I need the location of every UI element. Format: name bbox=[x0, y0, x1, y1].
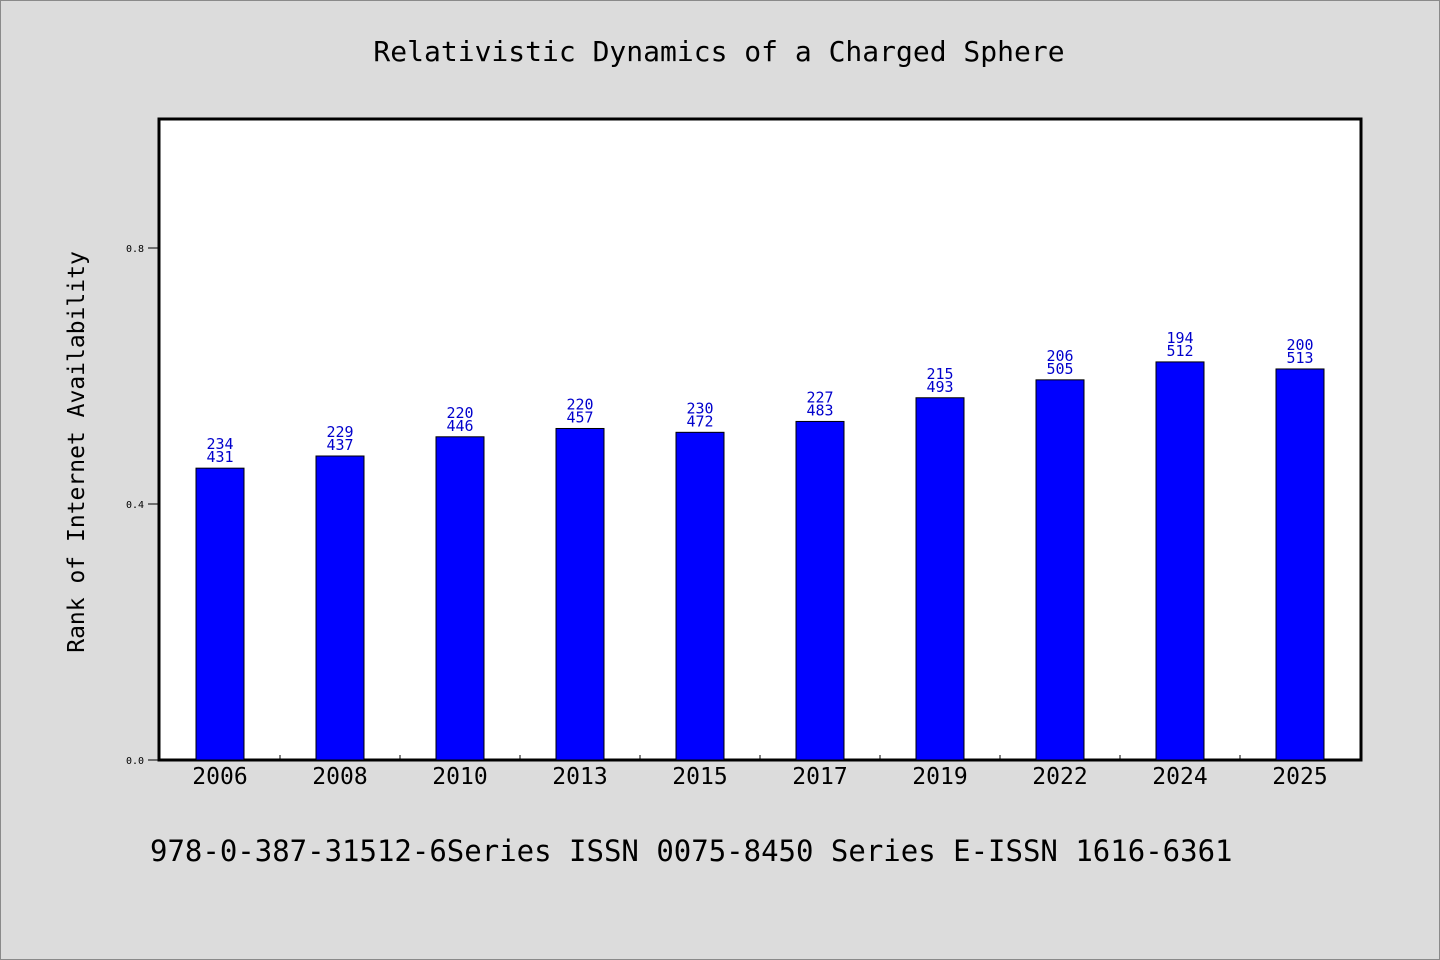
footer-note: 978-0-387-31512-6Series ISSN 0075-8450 S… bbox=[150, 834, 1233, 868]
bar-data-label: 229 bbox=[326, 423, 353, 441]
chart-title: Relativistic Dynamics of a Charged Spher… bbox=[373, 35, 1064, 68]
bar-data-label: 513 bbox=[1286, 349, 1313, 367]
x-tick-label: 2022 bbox=[1032, 764, 1087, 790]
x-tick-label: 2025 bbox=[1272, 764, 1327, 790]
bar-data-label: 457 bbox=[566, 408, 593, 426]
bar bbox=[315, 455, 365, 761]
bar-data-label: 220 bbox=[446, 404, 473, 422]
bar-data-label: 194 bbox=[1166, 329, 1193, 347]
bar bbox=[795, 420, 845, 761]
x-tick-label: 2015 bbox=[672, 764, 727, 790]
bar bbox=[675, 431, 725, 761]
x-axis: 2006 2008 2010 2013 2015 2017 2019 2022 2024 2025 bbox=[192, 755, 1328, 790]
bar bbox=[1035, 379, 1085, 761]
bar-data-label: 215 bbox=[926, 365, 953, 383]
x-tick-label: 2006 bbox=[192, 764, 247, 790]
y-tick-label: 0.0 bbox=[126, 756, 144, 767]
bar bbox=[1275, 368, 1325, 761]
bar bbox=[1155, 361, 1205, 761]
x-tick-label: 2010 bbox=[432, 764, 487, 790]
bar-data-label: 234 bbox=[206, 435, 233, 453]
bar-data-label: 206 bbox=[1046, 347, 1073, 365]
bar bbox=[555, 427, 605, 761]
bar-labels-group: 2344312294372204462204572304722274832154… bbox=[206, 329, 1313, 466]
bar-data-label: 512 bbox=[1166, 342, 1193, 360]
x-tick-label: 2024 bbox=[1152, 764, 1207, 790]
y-tick-label: 0.4 bbox=[126, 500, 144, 511]
bar-data-label: 446 bbox=[446, 417, 473, 435]
y-tick-label: 0.8 bbox=[126, 244, 144, 255]
bar-data-label: 431 bbox=[206, 448, 233, 466]
bar-data-label: 437 bbox=[326, 436, 353, 454]
bar bbox=[195, 467, 245, 761]
x-tick-label: 2019 bbox=[912, 764, 967, 790]
bar bbox=[435, 436, 485, 761]
y-axis-label: Rank of Internet Availability bbox=[64, 251, 90, 653]
bar-data-label: 483 bbox=[806, 401, 833, 419]
x-tick-label: 2017 bbox=[792, 764, 847, 790]
bar-data-label: 505 bbox=[1046, 360, 1073, 378]
y-axis: 0.0 0.4 0.8 bbox=[126, 244, 159, 767]
bar-data-label: 227 bbox=[806, 388, 833, 406]
bar-data-label: 220 bbox=[566, 395, 593, 413]
bars-group bbox=[195, 361, 1325, 761]
x-tick-label: 2008 bbox=[312, 764, 367, 790]
x-tick-label: 2013 bbox=[552, 764, 607, 790]
bar-data-label: 230 bbox=[686, 399, 713, 417]
bar-data-label: 472 bbox=[686, 412, 713, 430]
bar-data-label: 200 bbox=[1286, 336, 1313, 354]
bar-data-label: 493 bbox=[926, 378, 953, 396]
bar bbox=[915, 397, 965, 761]
